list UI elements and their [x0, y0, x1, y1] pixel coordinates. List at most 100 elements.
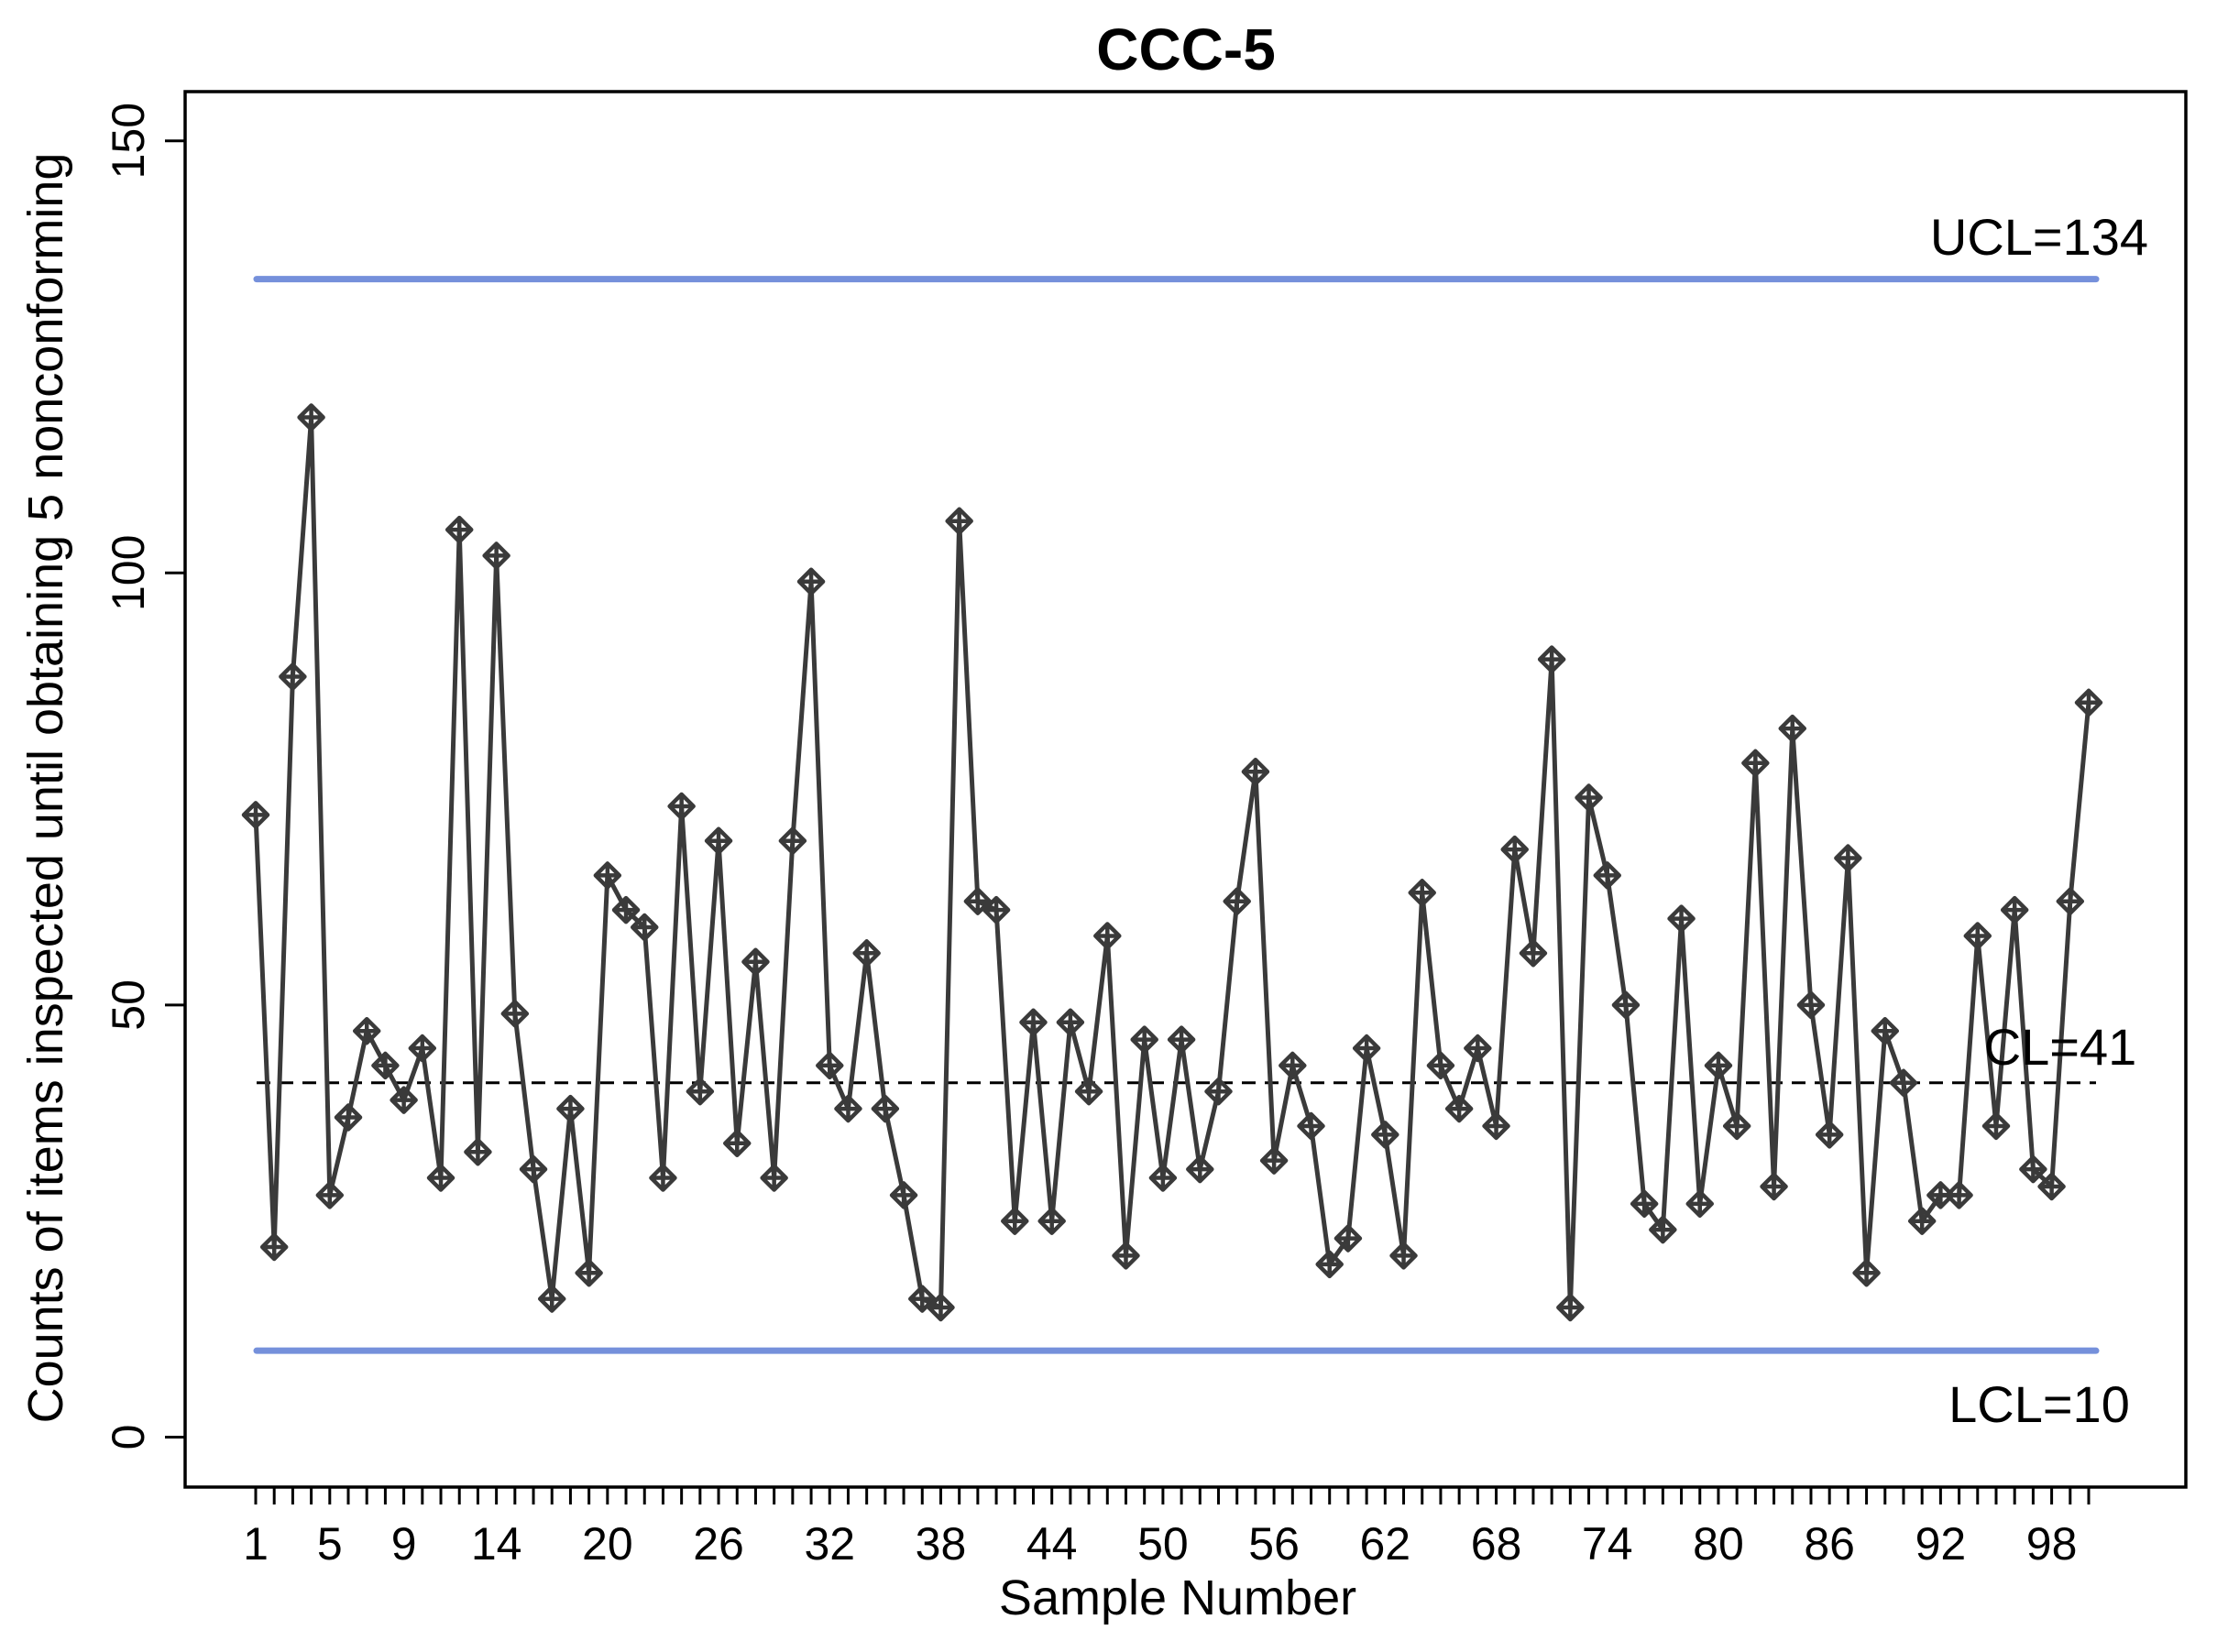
data-point-marker	[1297, 1111, 1325, 1141]
data-point-marker	[1093, 922, 1122, 950]
data-point-marker	[852, 939, 881, 968]
x-axis-title: Sample Number	[999, 1570, 1356, 1625]
data-point-marker	[908, 1285, 937, 1313]
data-point-marker	[1667, 904, 1696, 933]
x-tick-label: 86	[1804, 1518, 1855, 1570]
data-point-marker	[1279, 1051, 1307, 1080]
data-point-marker	[667, 792, 696, 821]
data-point-marker	[408, 1034, 437, 1063]
data-point-marker	[2037, 1172, 2066, 1201]
data-point-marker	[1056, 1008, 1085, 1037]
data-point-marker	[963, 887, 993, 915]
data-point-marker	[1704, 1051, 1733, 1080]
data-point-marker	[1741, 749, 1770, 778]
data-point-marker	[1037, 1207, 1066, 1235]
axis-ticks-layer: 1 5 9 14 20 26 32 38 44 50 56 62 68 74 80 86 92 98 0 50 100 1…	[103, 103, 2091, 1570]
x-tick-label: 50	[1137, 1518, 1189, 1570]
data-point-marker	[1519, 939, 1548, 968]
data-point-marker	[1500, 835, 1529, 864]
data-point-marker	[1611, 990, 1641, 1020]
x-tick-label: 1	[243, 1518, 269, 1570]
data-point-marker	[519, 1154, 548, 1184]
data-point-marker	[1963, 922, 1992, 950]
data-point-marker	[1148, 1164, 1178, 1192]
data-point-marker	[1426, 1051, 1455, 1080]
x-tick-label: 44	[1026, 1518, 1078, 1570]
data-point-marker	[1186, 1154, 1214, 1184]
data-point-marker	[834, 1094, 862, 1123]
data-point-marker	[982, 895, 1011, 924]
data-point-marker	[1556, 1293, 1585, 1322]
x-tick-label: 62	[1360, 1518, 1411, 1570]
data-series-line	[253, 415, 2091, 1310]
data-point-marker	[1575, 783, 1603, 812]
data-point-marker	[1852, 1259, 1881, 1287]
y-tick-label: 50	[103, 979, 154, 1031]
data-series-layer	[241, 403, 2103, 1322]
x-tick-label: 5	[317, 1518, 343, 1570]
data-point-marker	[1389, 1242, 1418, 1270]
data-point-marker	[2056, 887, 2085, 915]
data-point-marker	[482, 542, 510, 570]
x-tick-label: 56	[1248, 1518, 1300, 1570]
x-tick-label: 20	[582, 1518, 633, 1570]
data-point-marker	[334, 1103, 363, 1132]
chart-title: CCC-5	[1096, 16, 1276, 82]
data-point-marker	[1204, 1077, 1233, 1106]
x-tick-label: 14	[471, 1518, 522, 1570]
data-point-marker	[1352, 1034, 1381, 1063]
data-point-marker	[889, 1181, 918, 1209]
x-tick-label: 68	[1471, 1518, 1522, 1570]
data-point-marker	[259, 1232, 289, 1262]
cl-label: CL=41	[1984, 1018, 2137, 1076]
x-tick-label: 74	[1582, 1518, 1633, 1570]
x-tick-label: 98	[2026, 1518, 2078, 1570]
data-point-marker	[1685, 1189, 1715, 1219]
data-point-marker	[1593, 861, 1621, 890]
data-point-marker	[1074, 1077, 1103, 1106]
data-point-marker	[390, 1086, 418, 1114]
data-point-marker	[1334, 1224, 1363, 1253]
data-point-marker	[352, 1016, 381, 1045]
data-point-marker	[1315, 1250, 1344, 1279]
data-point-marker	[315, 1181, 345, 1209]
data-point-marker	[1537, 645, 1566, 673]
data-point-marker	[1241, 757, 1270, 786]
data-point-marker	[723, 1129, 752, 1158]
data-point-marker	[1223, 887, 1251, 915]
data-point-marker	[1630, 1189, 1659, 1219]
plot-frame	[183, 90, 2188, 1489]
lcl-label: LCL=10	[1948, 1375, 2130, 1433]
data-point-marker	[1889, 1068, 1918, 1098]
data-point-marker	[1167, 1025, 1196, 1054]
plot-frame-layer	[183, 90, 2188, 1489]
data-point-marker	[816, 1051, 844, 1080]
data-point-marker	[426, 1164, 455, 1192]
data-point-marker	[927, 1293, 955, 1322]
data-point-marker	[1871, 1016, 1900, 1045]
data-point-marker	[1981, 1111, 2011, 1141]
data-point-marker	[778, 826, 807, 855]
data-point-marker	[1907, 1207, 1937, 1235]
y-tick-label: 100	[103, 535, 154, 611]
data-point-marker	[649, 1164, 677, 1192]
data-point-marker	[1722, 1111, 1751, 1141]
data-point-marker	[575, 1259, 603, 1287]
data-point-marker	[1815, 1121, 1844, 1149]
control-limit-lines-layer	[253, 276, 2100, 1354]
data-point-marker	[1945, 1181, 1973, 1209]
x-tick-label: 80	[1693, 1518, 1744, 1570]
data-point-marker	[500, 1000, 530, 1028]
data-point-marker	[630, 913, 659, 942]
data-point-marker	[1464, 1034, 1492, 1063]
y-tick-label: 150	[103, 103, 154, 179]
data-point-marker	[1760, 1172, 1788, 1201]
data-point-marker	[445, 515, 474, 544]
x-tick-label: 9	[391, 1518, 417, 1570]
data-point-marker	[371, 1051, 400, 1080]
data-point-marker	[1408, 879, 1436, 907]
data-point-marker	[279, 662, 307, 691]
data-point-marker	[760, 1164, 788, 1192]
data-point-marker	[1130, 1025, 1158, 1054]
